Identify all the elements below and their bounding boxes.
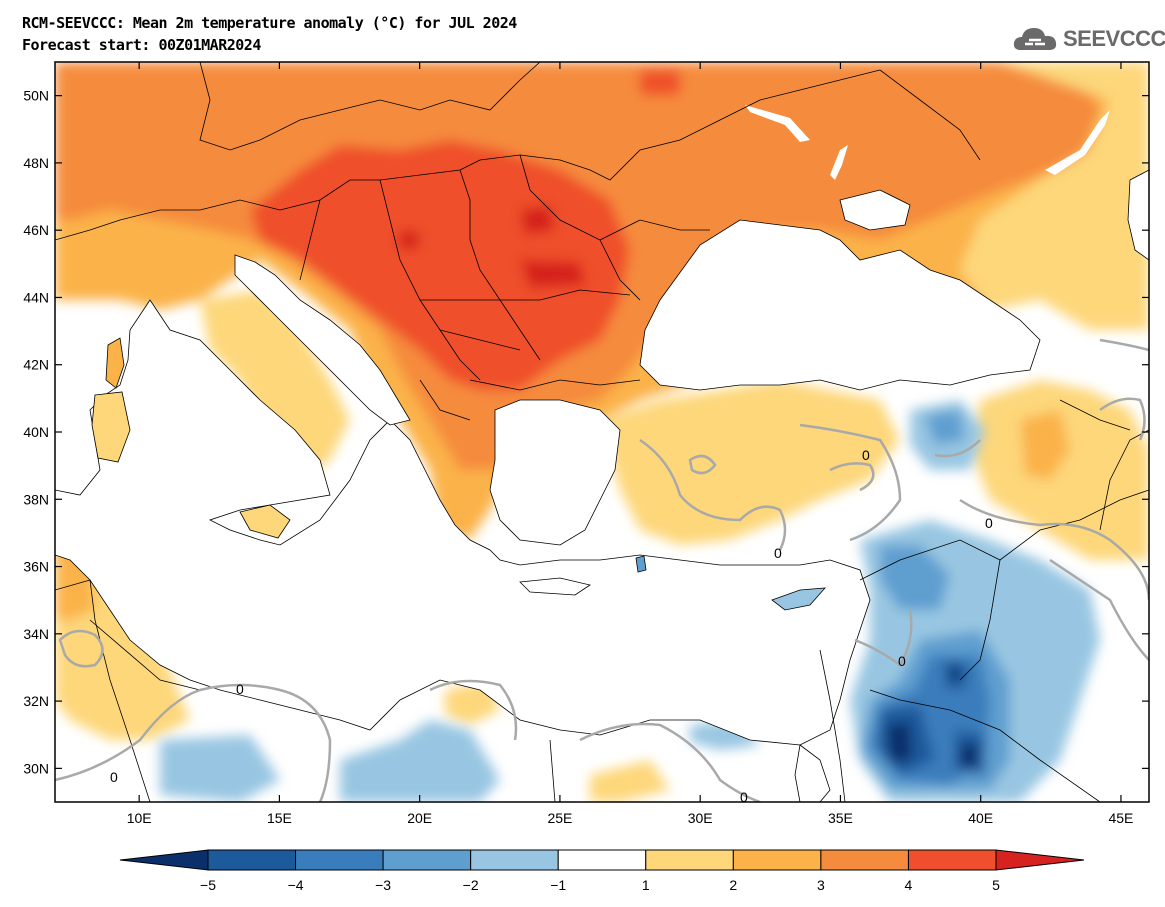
- map-field: 0 0 0 0 0 0 0: [55, 62, 1149, 805]
- lat-tick-label: 44N: [23, 289, 49, 305]
- lat-tick-label: 46N: [23, 222, 49, 238]
- lat-tick-label: 32N: [23, 693, 49, 709]
- colorbar-label: −2: [463, 877, 479, 893]
- colorbar-bin: [732, 849, 822, 871]
- cyprus: [771, 587, 826, 611]
- colorbar-label: −5: [200, 877, 216, 893]
- sicily: [239, 504, 291, 539]
- lon-tick-label: 30E: [688, 810, 713, 826]
- zero-contour-labels: 0 0 0 0 0 0 0: [110, 447, 993, 805]
- lat-tick-label: 48N: [23, 155, 49, 171]
- forecast-start-subtitle: Forecast start: 00Z01MAR2024: [22, 36, 261, 54]
- anomaly-band-1-2-caucasus: [970, 380, 1149, 560]
- colorbar-bin: [382, 849, 472, 871]
- zero-contours: [55, 338, 1149, 802]
- lon-tick-label: 20E: [407, 810, 432, 826]
- anomaly-band-1-2-egypt: [590, 760, 670, 802]
- colorbar-low-extension: [119, 849, 209, 871]
- anomaly-band-1-2-turkey: [600, 380, 900, 545]
- sardinia: [91, 391, 131, 463]
- contour-label: 0: [740, 789, 748, 805]
- colorbar-bin: [470, 849, 559, 871]
- lat-tick-label: 38N: [23, 491, 49, 507]
- lat-tick-label: 50N: [23, 88, 49, 104]
- colorbar-bin: [557, 849, 647, 871]
- black-sea: [639, 219, 1041, 391]
- anomaly-band-4-5: [250, 140, 630, 390]
- contour-label: 0: [110, 769, 118, 785]
- anomaly-above-5: [398, 205, 585, 288]
- volga-river: [1045, 110, 1110, 175]
- lon-tick-label: 45E: [1108, 810, 1133, 826]
- contour-label: 0: [898, 653, 906, 669]
- anomaly-below-minus-5: [887, 665, 978, 768]
- lat-tick-label: 34N: [23, 626, 49, 642]
- colorbar-high-extension: [995, 849, 1085, 871]
- longitude-axis: 10E 15E 20E 25E 30E 35E 40E 45E: [127, 62, 1133, 826]
- anomaly-peak-west: [640, 70, 680, 95]
- anomaly-band-1-2-italy-south: [200, 290, 350, 480]
- colorbar-label: −3: [375, 877, 391, 893]
- don-river: [830, 145, 848, 180]
- contour-label: 0: [985, 515, 993, 531]
- colorbar-label: 5: [992, 877, 1000, 893]
- logo-text: SEEVCCC: [1063, 26, 1165, 51]
- anomaly-band-2-3-caucasus: [1020, 410, 1070, 480]
- colorbar-bin: [645, 849, 734, 871]
- colorbar-bin: [295, 849, 384, 871]
- contour-label: 0: [236, 681, 244, 697]
- contour-label: 0: [862, 447, 870, 463]
- caspian-sea: [1127, 169, 1149, 261]
- dnieper-river: [745, 105, 810, 142]
- aegean-sea: [489, 399, 621, 546]
- colorbar-label: 3: [817, 877, 825, 893]
- lat-tick-label: 30N: [23, 760, 49, 776]
- mediterranean-sea: [55, 299, 871, 746]
- colorbar-bin: [820, 849, 909, 871]
- lon-tick-label: 10E: [127, 810, 152, 826]
- red-sea-north: [794, 744, 831, 802]
- colorbar-bin: [907, 849, 997, 871]
- lon-tick-label: 25E: [547, 810, 572, 826]
- adriatic-sea: [234, 254, 411, 426]
- country-borders: [55, 62, 1149, 802]
- rhodes: [635, 555, 647, 573]
- cloud-logo-icon: [1013, 28, 1057, 50]
- lon-tick-label: 40E: [968, 810, 993, 826]
- colorbar-bin: [207, 849, 297, 871]
- sea-of-azov: [839, 189, 911, 231]
- colorbar-label: −1: [550, 877, 566, 893]
- tyrrhenian-corsica: [105, 337, 125, 389]
- seas-mask: [55, 169, 1149, 802]
- lat-tick-label: 36N: [23, 559, 49, 575]
- latitude-axis: 50N 48N 46N 44N 42N 40N 38N 36N 34N 32N 30N: [23, 88, 1149, 776]
- map-title: RCM-SEEVCCC: Mean 2m temperature anomaly…: [22, 14, 517, 32]
- seevccc-logo: SEEVCCC: [1011, 22, 1165, 56]
- lat-tick-label: 40N: [23, 424, 49, 440]
- colorbar-label: 1: [642, 877, 650, 893]
- lon-tick-label: 15E: [267, 810, 292, 826]
- anomaly-band-minus-1-2-egypt: [160, 720, 760, 802]
- crete: [519, 577, 591, 596]
- contour-label: 0: [774, 545, 782, 561]
- colorbar-label: 4: [905, 877, 913, 893]
- colorbar-label: 2: [729, 877, 737, 893]
- colorbar: −5 −4 −3 −2 −1 1 2 3 4 5: [119, 849, 1085, 893]
- colorbar-label: −4: [288, 877, 304, 893]
- lon-tick-label: 35E: [828, 810, 853, 826]
- lat-tick-label: 42N: [23, 357, 49, 373]
